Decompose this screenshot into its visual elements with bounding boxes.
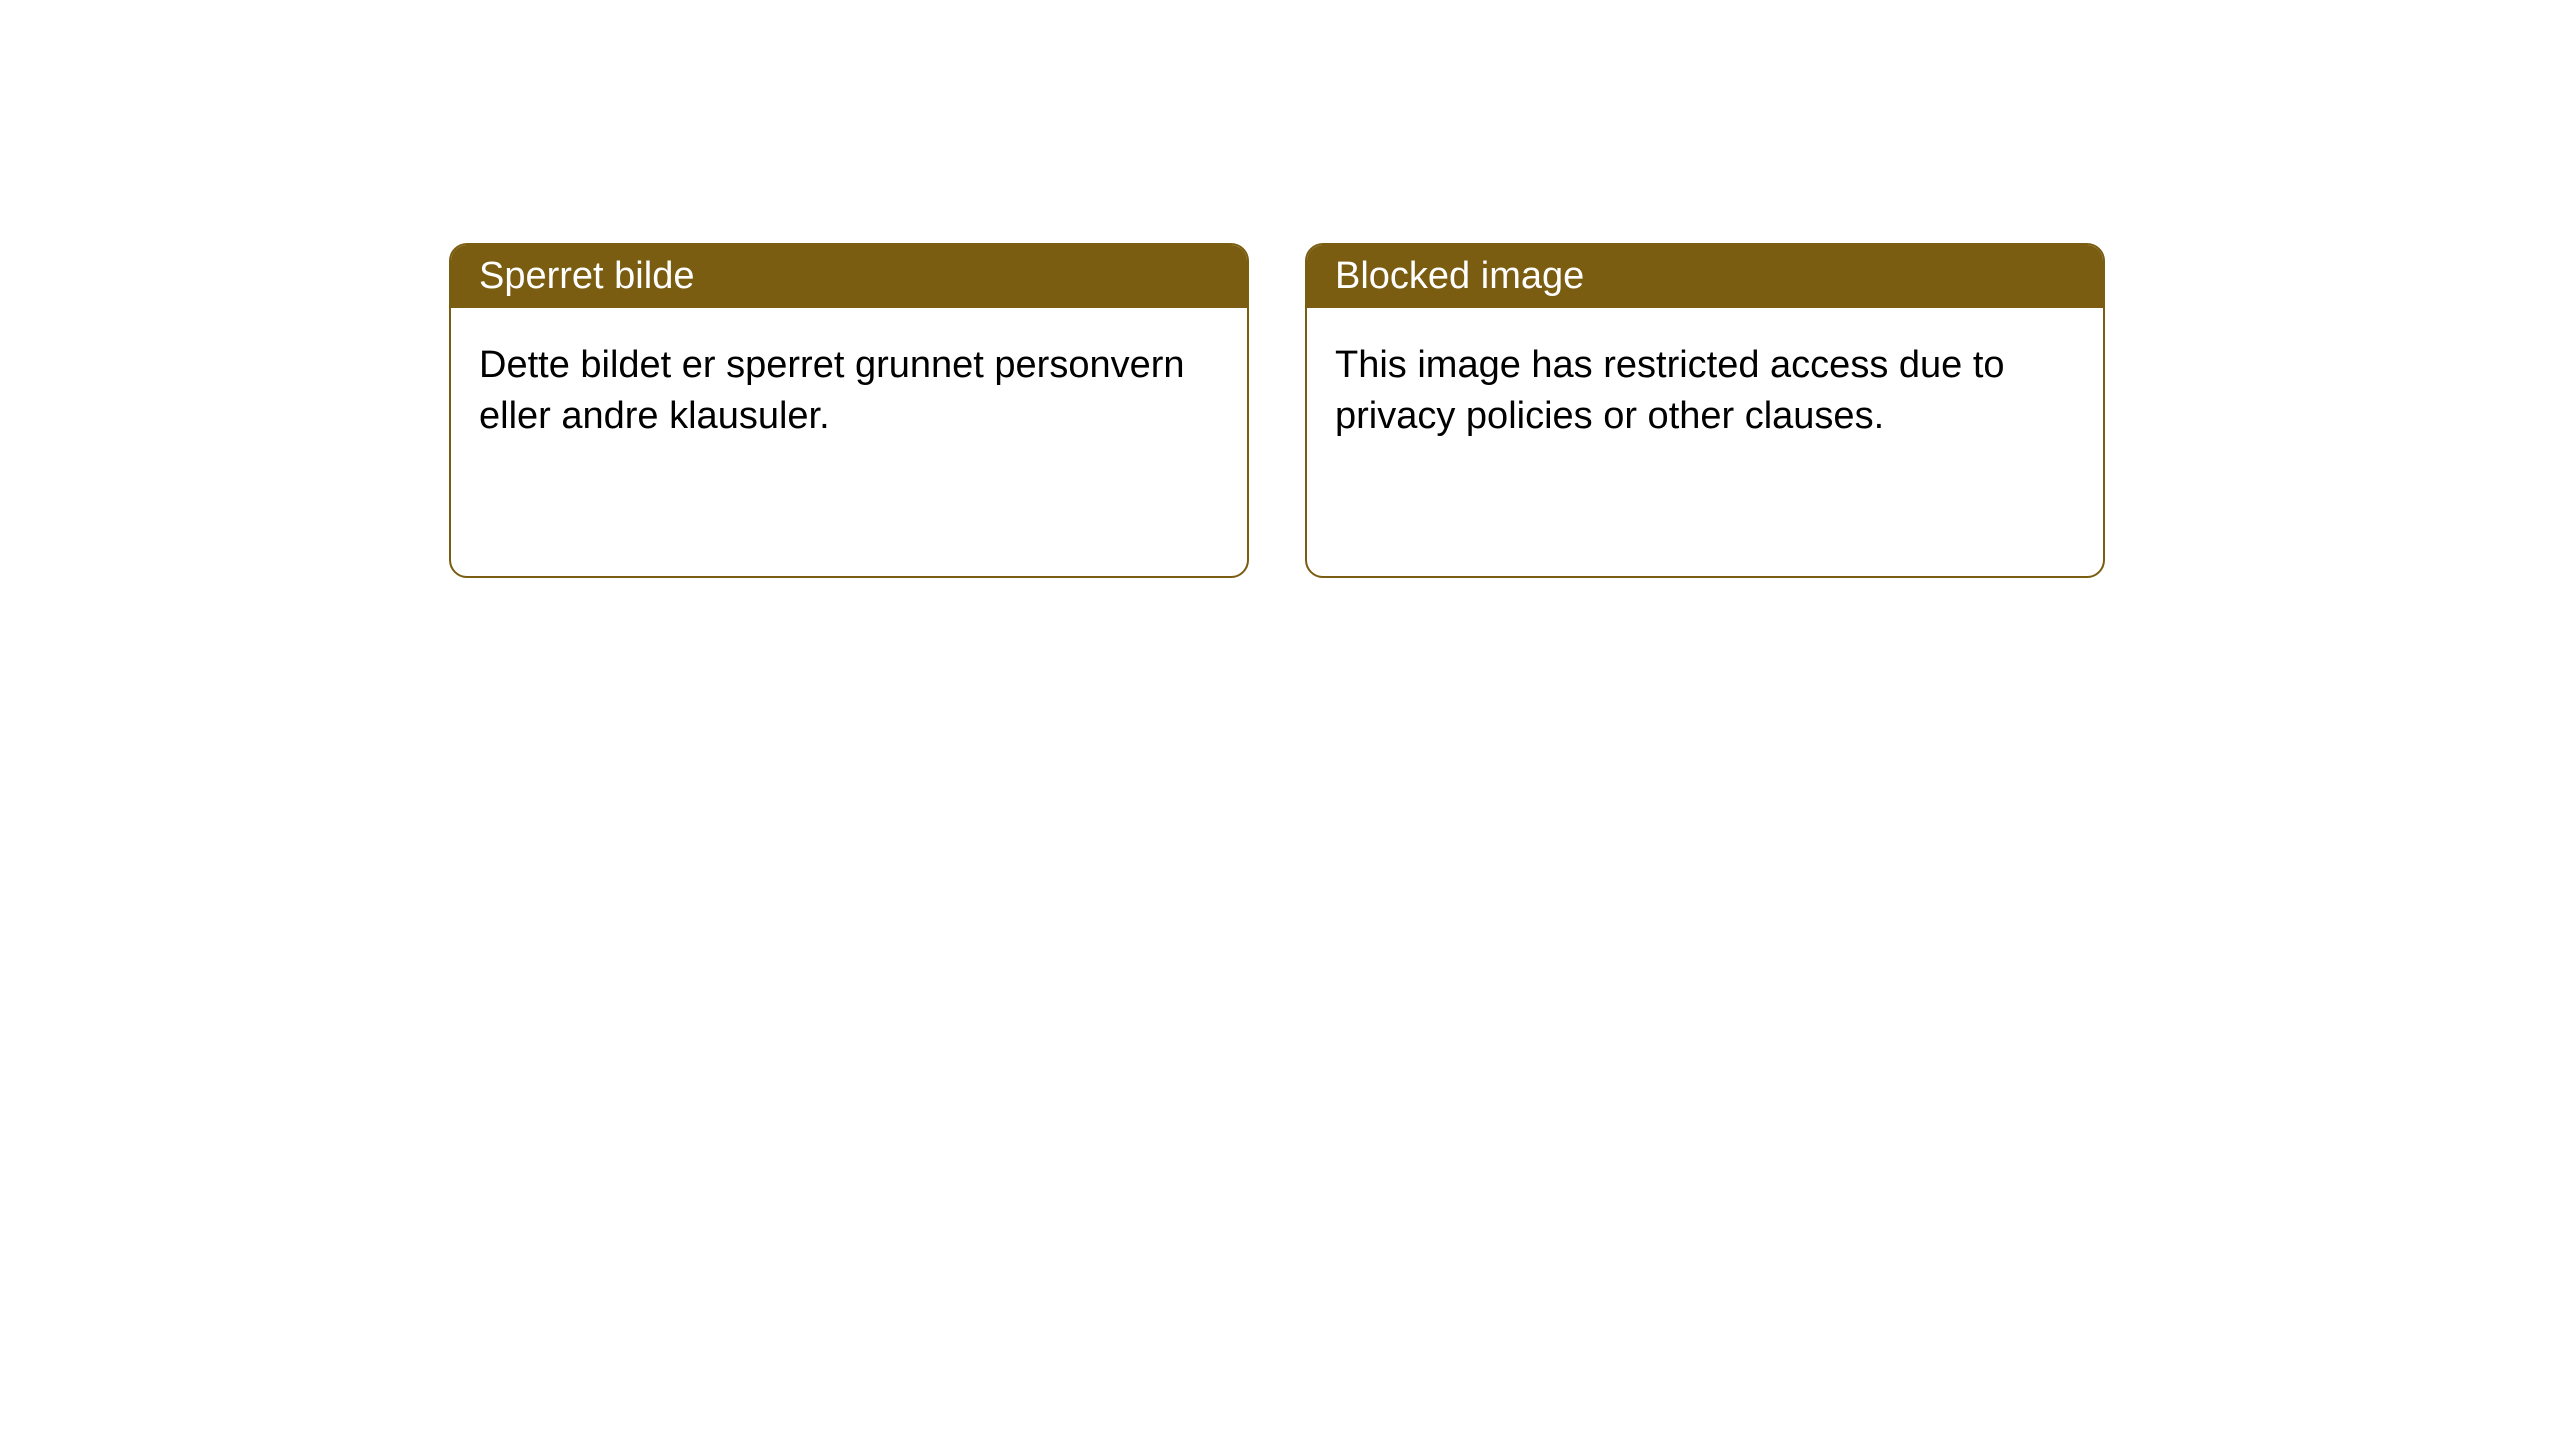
card-body: This image has restricted access due to … bbox=[1307, 308, 2103, 576]
card-title: Blocked image bbox=[1335, 255, 1584, 297]
card-header: Sperret bilde bbox=[451, 245, 1247, 308]
card-title: Sperret bilde bbox=[479, 255, 694, 297]
card-header: Blocked image bbox=[1307, 245, 2103, 308]
card-body-text: Dette bildet er sperret grunnet personve… bbox=[479, 344, 1185, 437]
notice-card-norwegian: Sperret bilde Dette bildet er sperret gr… bbox=[449, 243, 1249, 578]
notice-card-english: Blocked image This image has restricted … bbox=[1305, 243, 2105, 578]
notice-cards-container: Sperret bilde Dette bildet er sperret gr… bbox=[449, 243, 2105, 578]
card-body-text: This image has restricted access due to … bbox=[1335, 344, 2005, 437]
card-body: Dette bildet er sperret grunnet personve… bbox=[451, 308, 1247, 576]
